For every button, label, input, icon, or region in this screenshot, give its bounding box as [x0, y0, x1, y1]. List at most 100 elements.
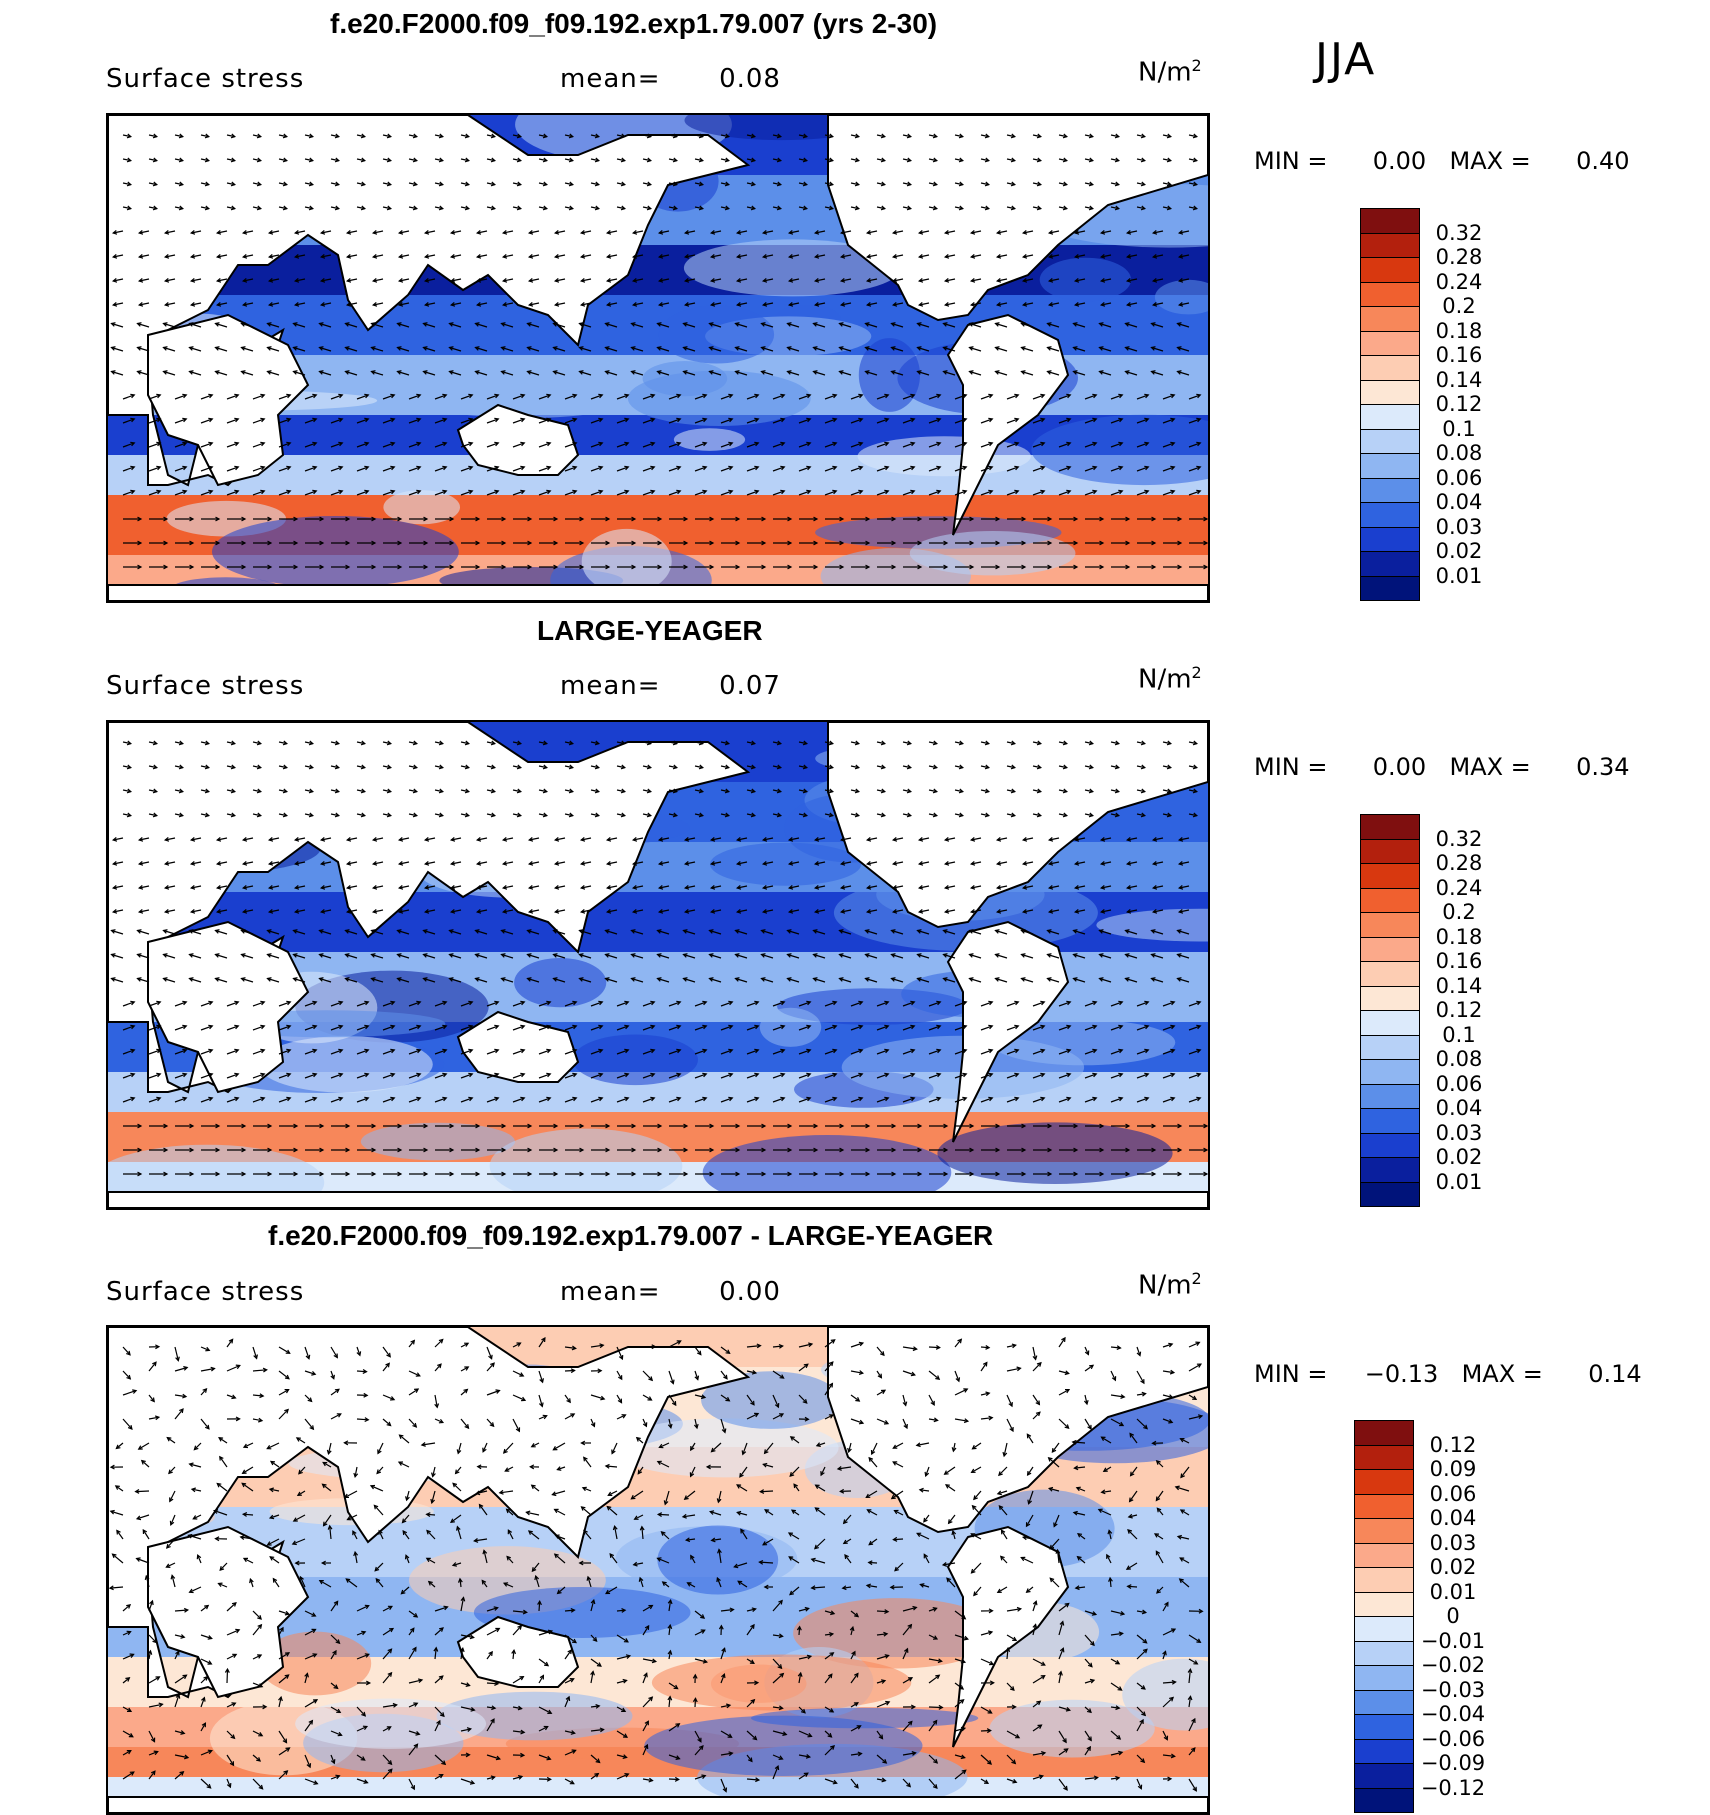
- wind-vector-head: [864, 346, 870, 351]
- wind-vector-head: [520, 417, 526, 423]
- wind-vector-head: [1150, 346, 1156, 351]
- wind-vector-head: [750, 740, 757, 746]
- wind-vector-head: [661, 1581, 667, 1586]
- wind-vector: [267, 929, 280, 935]
- wind-vector: [535, 1575, 540, 1588]
- wind-vector-head: [735, 860, 742, 866]
- wind-vector: [772, 206, 781, 210]
- wind-vector: [1101, 861, 1112, 865]
- wind-vector-head: [202, 1387, 208, 1393]
- wind-vector-head: [580, 1506, 586, 1511]
- wind-vector: [605, 977, 618, 983]
- wind-vector-head: [1020, 977, 1026, 982]
- wind-vector-head: [552, 977, 558, 982]
- wind-vector-head: [827, 1673, 833, 1679]
- wind-vector-head: [457, 1577, 463, 1583]
- wind-vector: [319, 953, 332, 959]
- wind-vector-head: [345, 540, 351, 546]
- wind-vector-head: [709, 860, 716, 866]
- wind-vector-head: [130, 489, 136, 495]
- wind-vector-head: [397, 908, 404, 914]
- wind-vector-head: [630, 977, 636, 982]
- wind-vector-head: [806, 1096, 812, 1102]
- wind-vector: [902, 1025, 915, 1031]
- wind-vector: [503, 861, 514, 865]
- wind-vector-head: [336, 1413, 342, 1418]
- wind-vector-head: [189, 1171, 195, 1177]
- wind-vector-head: [802, 133, 809, 139]
- wind-vector: [789, 302, 800, 306]
- wind-vector-head: [152, 740, 159, 746]
- wind-vector-head: [958, 205, 965, 211]
- wind-vector: [382, 1418, 391, 1427]
- wind-vector: [1006, 490, 1019, 496]
- wind-vector: [1023, 230, 1034, 234]
- wind-vector: [226, 1730, 235, 1739]
- wind-vector-head: [994, 977, 1000, 982]
- wind-vector-head: [242, 1557, 249, 1563]
- wind-vector-head: [751, 1607, 757, 1613]
- wind-vector: [997, 302, 1008, 306]
- wind-vector-head: [1118, 417, 1124, 423]
- wind-vector: [113, 278, 124, 282]
- wind-vector: [423, 977, 436, 983]
- wind-vector-head: [917, 1123, 923, 1129]
- wind-vector-head: [136, 322, 142, 327]
- wind-vector-head: [890, 953, 896, 958]
- wind-vector: [824, 1049, 837, 1055]
- wind-vector: [787, 953, 800, 959]
- wind-vector: [226, 1669, 229, 1684]
- wind-vector-head: [690, 1554, 695, 1560]
- wind-vector-head: [1021, 564, 1027, 570]
- wind-vector: [512, 134, 521, 138]
- wind-vector-head: [943, 884, 950, 890]
- wind-vector: [763, 909, 774, 913]
- wind-vector: [590, 1344, 604, 1348]
- wind-vector-head: [1115, 1705, 1121, 1711]
- wind-vector: [330, 418, 343, 424]
- wind-vector-head: [917, 908, 924, 914]
- wind-vector-head: [189, 836, 196, 842]
- wind-vector: [772, 1658, 782, 1669]
- wind-vector: [928, 1001, 941, 1007]
- wind-vector: [1188, 182, 1197, 186]
- wind-vector-head: [962, 1024, 968, 1030]
- wind-vector-head: [343, 1440, 349, 1446]
- wind-vector: [579, 953, 592, 959]
- wind-vector: [763, 254, 774, 258]
- wind-vector: [200, 1778, 212, 1789]
- wind-vector-head: [162, 370, 168, 375]
- wind-vector: [111, 370, 124, 376]
- wind-vector-head: [1166, 812, 1173, 818]
- wind-vector: [382, 1754, 392, 1765]
- wind-vector: [1021, 322, 1034, 328]
- wind-vector-head: [780, 417, 786, 423]
- colorbar-label: 0.08: [1435, 441, 1483, 465]
- wind-vector: [218, 1437, 228, 1444]
- wind-vector-head: [1021, 277, 1028, 283]
- wind-vector: [382, 1049, 395, 1055]
- wind-vector-head: [188, 953, 194, 958]
- wind-vector-head: [293, 301, 300, 307]
- wind-vector: [174, 1366, 188, 1372]
- wind-vector: [642, 1073, 655, 1079]
- wind-vector-head: [334, 205, 341, 211]
- wind-vector-head: [1177, 884, 1184, 890]
- wind-vector-head: [865, 884, 872, 890]
- wind-vector: [1110, 1097, 1123, 1103]
- wind-vector: [451, 278, 462, 282]
- colorbar-swatch: [1360, 961, 1420, 987]
- wind-vector-head: [155, 1676, 161, 1681]
- wind-vector-head: [702, 441, 708, 447]
- wind-vector: [980, 490, 993, 496]
- wind-vector: [1032, 789, 1041, 793]
- wind-vector: [1110, 1730, 1121, 1740]
- colorbar-swatch: [1360, 985, 1420, 1011]
- wind-vector-head: [684, 1537, 691, 1543]
- wind-vector: [241, 929, 254, 935]
- wind-vector-head: [526, 953, 532, 958]
- wind-vector-head: [1203, 1147, 1208, 1153]
- wind-vector: [1110, 418, 1123, 424]
- wind-vector: [451, 909, 462, 913]
- wind-vector-head: [761, 564, 767, 570]
